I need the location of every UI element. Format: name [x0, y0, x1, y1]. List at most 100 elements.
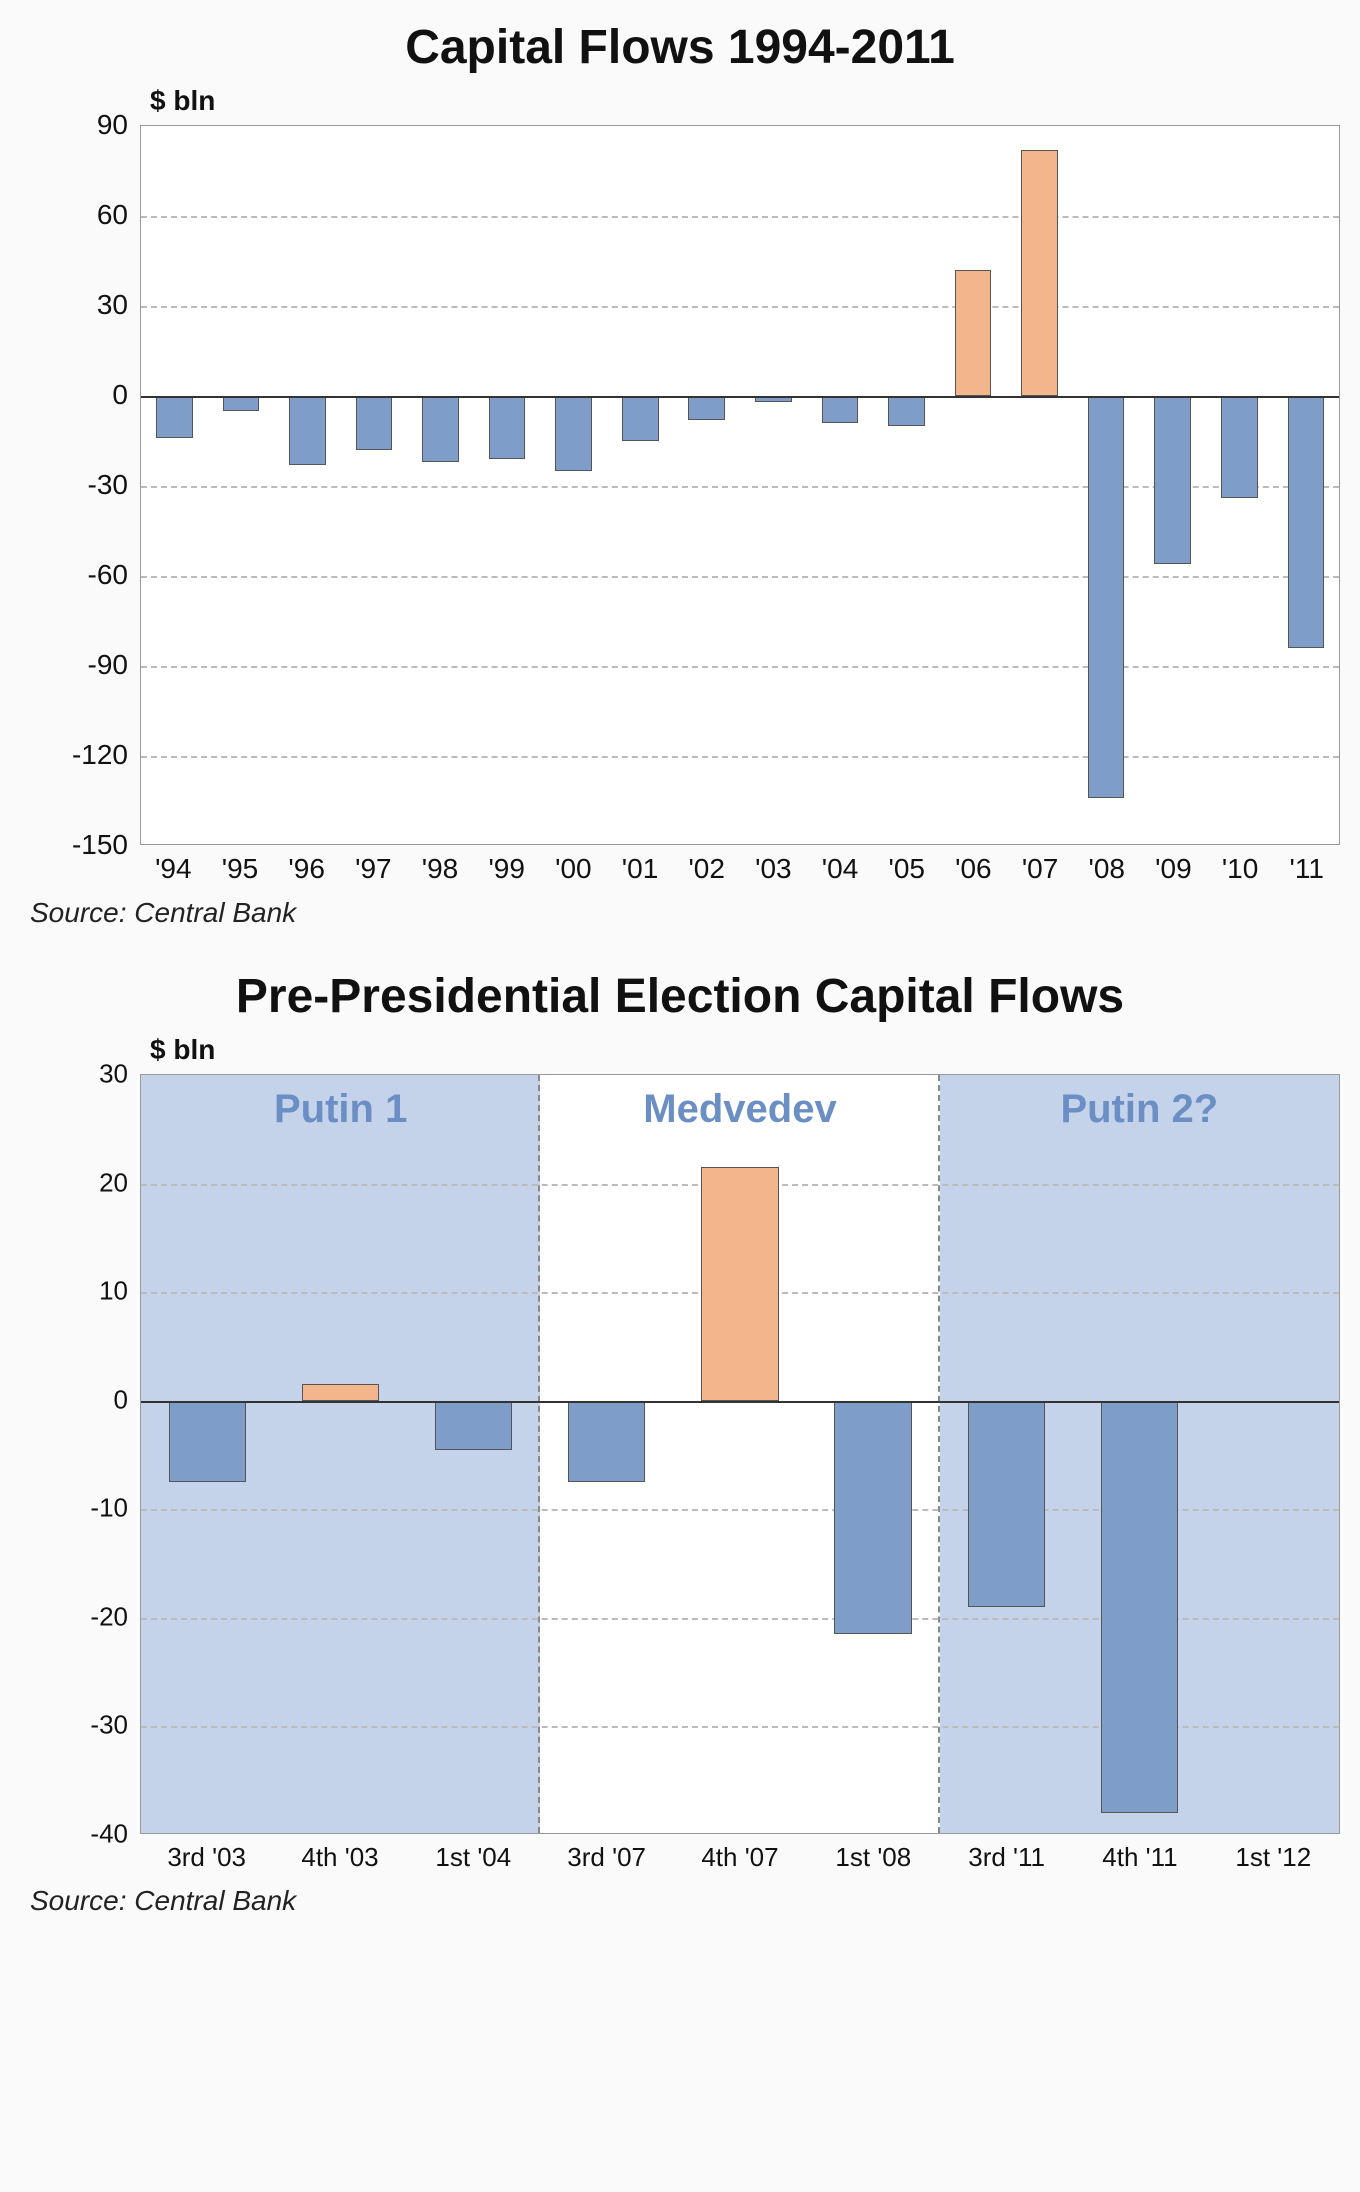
bar — [1288, 396, 1325, 648]
chart1-plot-area — [140, 125, 1340, 845]
bar — [422, 396, 459, 462]
bar — [1021, 150, 1058, 396]
y-tick-label: 60 — [97, 199, 128, 231]
x-tick-label: '01 — [607, 853, 674, 885]
y-tick-label: -150 — [72, 829, 128, 861]
bar-slot — [341, 126, 408, 844]
bar-slot — [407, 126, 474, 844]
x-tick-label: '09 — [1140, 853, 1207, 885]
x-tick-label: 4th '07 — [673, 1842, 806, 1873]
chart1-source: Source: Central Bank — [30, 897, 1340, 929]
x-tick-label: 4th '11 — [1073, 1842, 1206, 1873]
bar-slot — [1073, 126, 1140, 844]
bar-slot — [940, 126, 1007, 844]
x-tick-label: 4th '03 — [273, 1842, 406, 1873]
bar — [169, 1401, 246, 1482]
bar-slot — [141, 1075, 274, 1833]
x-tick-label: '97 — [340, 853, 407, 885]
bar — [834, 1401, 911, 1634]
y-tick-label: 90 — [97, 109, 128, 141]
chart1-ylabel: $ bln — [150, 85, 1340, 117]
region-label: Putin 1 — [274, 1087, 407, 1132]
bar — [1101, 1401, 1178, 1814]
bar-slot — [540, 126, 607, 844]
bar-slot — [540, 1075, 673, 1833]
chart1-title: Capital Flows 1994-2011 — [20, 20, 1340, 75]
bar — [156, 396, 193, 438]
bar — [888, 396, 925, 426]
bar — [955, 270, 992, 396]
bar-slot — [674, 126, 741, 844]
chart2-source: Source: Central Bank — [30, 1885, 1340, 1917]
x-tick-label: '06 — [940, 853, 1007, 885]
y-tick-label: -40 — [90, 1819, 128, 1850]
bar-slot — [1139, 126, 1206, 844]
chart2-plot-area: Putin 1 Medvedev Putin 2? — [140, 1074, 1340, 1834]
x-tick-label: '05 — [873, 853, 940, 885]
chart2-y-axis: -40-30-20-100102030 — [20, 1074, 140, 1834]
region-label: Medvedev — [643, 1087, 836, 1132]
y-tick-label: -10 — [90, 1493, 128, 1524]
x-tick-label: '96 — [273, 853, 340, 885]
y-tick-label: 30 — [97, 289, 128, 321]
bar — [568, 1401, 645, 1482]
bar-slot — [673, 1075, 806, 1833]
y-tick-label: 30 — [99, 1059, 128, 1090]
bar-slot — [940, 1075, 1073, 1833]
bar-slot — [873, 126, 940, 844]
bar-slot — [274, 1075, 407, 1833]
bar — [701, 1167, 778, 1400]
chart2-x-axis: 3rd '034th '031st '043rd '074th '071st '… — [140, 1842, 1340, 1873]
bar-slot — [1073, 1075, 1206, 1833]
bar — [622, 396, 659, 441]
x-tick-label: 3rd '07 — [540, 1842, 673, 1873]
capital-flows-chart: Capital Flows 1994-2011 $ bln -150 -120 -9… — [20, 20, 1340, 929]
x-tick-label: 1st '04 — [407, 1842, 540, 1873]
bar-slot — [407, 1075, 540, 1833]
y-tick-label: -90 — [88, 649, 128, 681]
zero-line — [141, 1401, 1339, 1403]
y-tick-label: -20 — [90, 1601, 128, 1632]
region-label: Putin 2? — [1060, 1087, 1218, 1132]
bar — [1088, 396, 1125, 798]
x-tick-label: '04 — [807, 853, 874, 885]
bar — [356, 396, 393, 450]
bar-slot — [807, 1075, 940, 1833]
bar-slot — [1206, 126, 1273, 844]
chart1-y-axis: -150-120-90-60-300306090 — [20, 125, 140, 845]
bar — [302, 1384, 379, 1400]
x-tick-label: '08 — [1073, 853, 1140, 885]
bar-slot — [607, 126, 674, 844]
x-tick-label: '98 — [407, 853, 474, 885]
x-tick-label: '94 — [140, 853, 207, 885]
y-tick-label: 0 — [114, 1384, 128, 1415]
y-tick-label: 10 — [99, 1276, 128, 1307]
bar-slot — [1006, 126, 1073, 844]
bar-slot — [474, 126, 541, 844]
bar — [1154, 396, 1191, 564]
x-tick-label: 3rd '03 — [140, 1842, 273, 1873]
y-tick-label: -120 — [72, 739, 128, 771]
bar — [223, 396, 260, 411]
bar-slot — [1206, 1075, 1339, 1833]
bar — [688, 396, 725, 420]
x-tick-label: '02 — [673, 853, 740, 885]
y-tick-label: -30 — [90, 1710, 128, 1741]
x-tick-label: '07 — [1007, 853, 1074, 885]
bar-slot — [740, 126, 807, 844]
chart1-x-axis: '94'95'96'97'98'99'00'01'02'03'04'05'06'… — [140, 853, 1340, 885]
bar-slot — [208, 126, 275, 844]
bar-slot — [1273, 126, 1340, 844]
x-tick-label: '00 — [540, 853, 607, 885]
bar — [822, 396, 859, 423]
bar — [435, 1401, 512, 1450]
bar — [968, 1401, 1045, 1607]
x-tick-label: '11 — [1273, 853, 1340, 885]
chart2-title: Pre-Presidential Election Capital Flows — [20, 969, 1340, 1024]
x-tick-label: 1st '08 — [807, 1842, 940, 1873]
bar — [489, 396, 526, 459]
chart2-ylabel: $ bln — [150, 1034, 1340, 1066]
bar-slot — [141, 126, 208, 844]
bar-slot — [807, 126, 874, 844]
y-tick-label: 20 — [99, 1167, 128, 1198]
